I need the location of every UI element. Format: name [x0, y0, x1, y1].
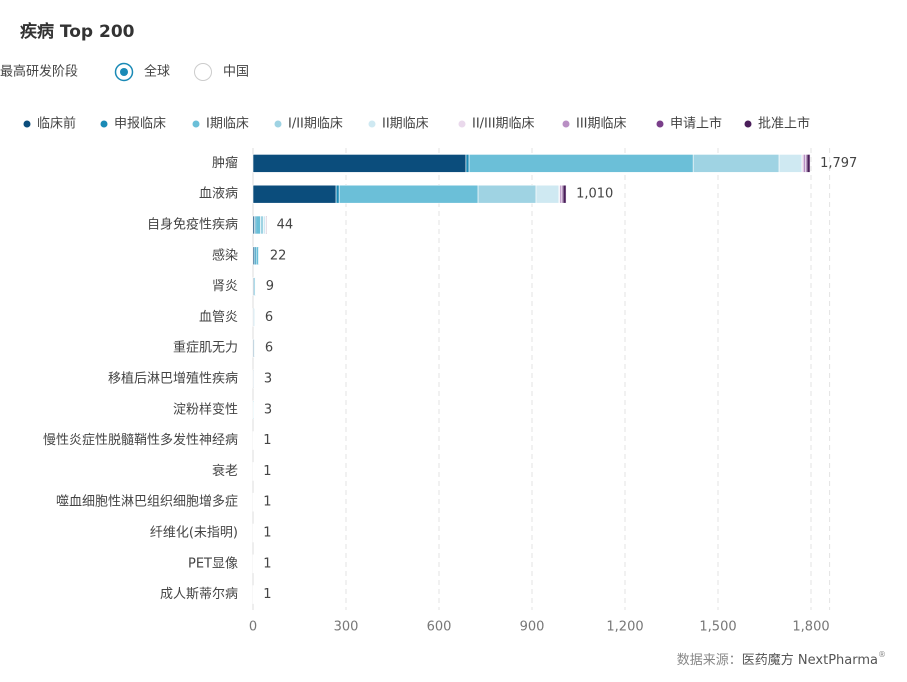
title: 疾病 Top 200 [20, 21, 135, 42]
bar-segment [536, 185, 559, 203]
bar-segment [466, 154, 469, 172]
legend-dot [275, 121, 282, 128]
y-tick-label: 成人斯蒂尔病 [160, 587, 238, 602]
y-tick-label: 淀粉样变性 [173, 401, 238, 417]
legend-label: III期临床 [576, 117, 627, 132]
legend-item[interactable]: 批准上市 [745, 116, 811, 132]
legend-dot [563, 121, 570, 128]
legend-item[interactable]: 临床前 [24, 116, 77, 132]
bar-segment [478, 185, 536, 203]
legend-label: I/II期临床 [288, 117, 343, 132]
bar-segment [339, 185, 478, 203]
y-tick-label: 血管炎 [199, 310, 238, 325]
legend-item[interactable]: I期临床 [193, 117, 249, 132]
legend-label: 临床前 [37, 116, 76, 132]
x-tick-label: 900 [520, 620, 545, 635]
total-label: 1 [263, 587, 271, 602]
legend-dot [24, 121, 31, 128]
legend-item[interactable]: III期临床 [563, 117, 627, 132]
legend-label: 批准上市 [758, 116, 810, 132]
total-label: 6 [265, 341, 273, 356]
y-tick-label: 肾炎 [212, 279, 238, 294]
x-tick-label: 1,800 [792, 620, 829, 635]
x-tick-label: 1,500 [699, 620, 736, 635]
y-tick-label: 感染 [212, 247, 238, 263]
radio-china[interactable]: 中国 [195, 64, 250, 81]
y-tick-label: 噬血细胞性淋巴组织细胞增多症 [56, 494, 238, 510]
legend-item[interactable]: II期临床 [369, 117, 429, 132]
legend-dot [193, 121, 200, 128]
total-label: 3 [264, 372, 272, 387]
x-tick-label: 600 [427, 620, 452, 635]
total-label: 6 [265, 310, 273, 325]
source-label: 数据来源： [677, 653, 742, 668]
radio-dot [120, 68, 128, 76]
legend-dot [101, 121, 108, 128]
legend-label: II期临床 [382, 117, 429, 132]
radio[interactable] [195, 64, 212, 81]
radio-global[interactable]: 全球 [116, 64, 171, 81]
total-label: 1,797 [820, 156, 857, 171]
bar-segment [253, 401, 254, 419]
y-tick-label: 重症肌无力 [173, 340, 238, 356]
legend-dot [369, 121, 376, 128]
radio-label: 中国 [223, 65, 249, 80]
y-tick-label: 衰老 [212, 463, 238, 479]
brand: 医药魔方 NextPharma [742, 652, 878, 668]
bar-segment [253, 154, 466, 172]
bar-segment [256, 247, 258, 265]
total-label: 1 [263, 556, 271, 571]
total-label: 1 [263, 433, 271, 448]
legend-item[interactable]: II/III期临床 [459, 117, 535, 132]
y-tick-label: 纤维化(未指明) [150, 526, 238, 541]
total-label: 1,010 [576, 187, 613, 202]
y-tick-label: 血液病 [199, 187, 238, 202]
total-label: 1 [263, 526, 271, 541]
bar-segment [563, 185, 566, 203]
bar-segment [259, 247, 260, 265]
x-tick-label: 300 [334, 620, 359, 635]
legend-item[interactable]: I/II期临床 [275, 117, 343, 132]
bar-segment [693, 154, 779, 172]
legend-dot [459, 121, 466, 128]
legend-label: II/III期临床 [472, 117, 535, 132]
brand-mark: ® [878, 650, 886, 659]
legend-dot [745, 121, 752, 128]
bar-segment [803, 154, 805, 172]
bar-segment [266, 216, 267, 234]
legend-item[interactable]: 申报临床 [101, 117, 167, 132]
y-tick-label: 肿瘤 [212, 155, 238, 171]
total-label: 1 [263, 495, 271, 510]
total-label: 9 [266, 279, 274, 294]
bar-segment [469, 154, 693, 172]
x-tick-label: 1,200 [606, 620, 643, 635]
source: 数据来源：医药魔方 NextPharma® [677, 650, 886, 668]
y-tick-label: 移植后淋巴增殖性疾病 [108, 371, 238, 387]
legend-item[interactable]: 申请上市 [657, 116, 723, 132]
bar-segment [336, 185, 339, 203]
bar-segment [779, 154, 802, 172]
y-tick-label: 慢性炎症性脱髓鞘性多发性神经病 [43, 432, 238, 448]
bar-segment [253, 185, 336, 203]
x-tick-label: 0 [249, 620, 257, 635]
legend-label: 申报临床 [114, 117, 166, 132]
filter-label: 最高研发阶段 [0, 64, 78, 80]
total-label: 22 [270, 248, 287, 263]
y-tick-label: 自身免疫性疾病 [147, 217, 238, 233]
bar-segment [807, 154, 810, 172]
y-tick-label: PET显像 [188, 556, 238, 571]
bar-segment [260, 216, 263, 234]
total-label: 44 [277, 218, 294, 233]
bar-segment [256, 216, 261, 234]
legend-label: I期临床 [206, 117, 249, 132]
legend-label: 申请上市 [670, 116, 722, 132]
total-label: 3 [264, 402, 272, 417]
radio-label: 全球 [144, 64, 170, 80]
bar-segment [255, 278, 256, 296]
legend-dot [657, 121, 664, 128]
total-label: 1 [263, 464, 271, 479]
